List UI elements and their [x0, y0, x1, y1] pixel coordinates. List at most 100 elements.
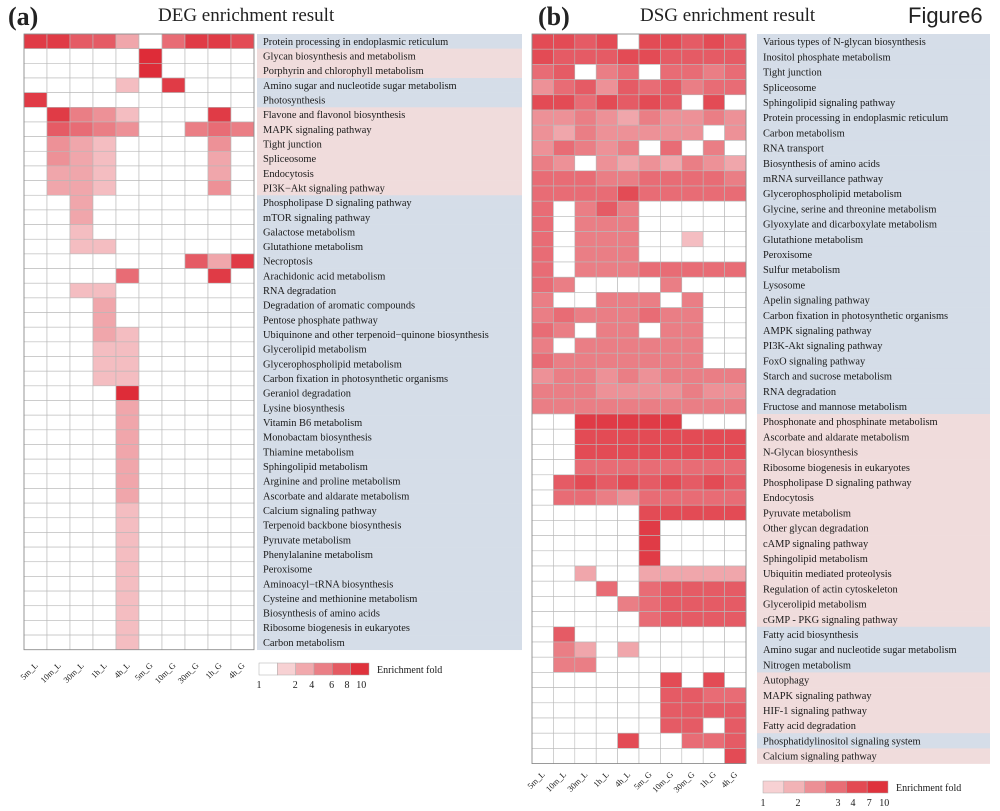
heatmap-cell	[69, 297, 94, 313]
heatmap-cell	[92, 517, 117, 533]
heatmap-cell	[161, 458, 186, 475]
heatmap-cell	[617, 337, 640, 354]
heatmap-cell	[92, 209, 117, 225]
pathway-label: Phospholipase D signaling pathway	[763, 478, 912, 489]
heatmap-cell	[69, 458, 94, 475]
pathway-label: Fructose and mannose metabolism	[763, 402, 907, 413]
heatmap-cell	[531, 383, 554, 400]
pathway-band	[757, 353, 990, 369]
pathway-label: Glyoxylate and dicarboxylate metabolism	[763, 220, 937, 231]
heatmap-cell	[161, 297, 186, 313]
heatmap-cell	[660, 216, 683, 232]
pathway-label: Carbon fixation in photosynthetic organi…	[763, 311, 948, 322]
heatmap-cell	[92, 620, 117, 636]
heatmap-cell	[574, 611, 597, 628]
heatmap-cell	[207, 488, 232, 504]
pathway-label: Endocytosis	[263, 169, 314, 180]
pathway-label: Protein processing in endoplasmic reticu…	[263, 37, 448, 48]
heatmap-cell	[115, 458, 140, 475]
heatmap-cell	[92, 590, 117, 607]
heatmap-cell	[92, 458, 117, 475]
heatmap-cell	[595, 64, 618, 80]
pathway-label: Degradation of aromatic compounds	[263, 301, 415, 312]
pathway-label: mTOR signaling pathway	[263, 213, 371, 224]
heatmap-cell	[681, 292, 704, 308]
column-label: 4h_G	[226, 660, 246, 680]
heatmap-cell	[207, 356, 232, 372]
pathway-band	[757, 307, 990, 324]
heatmap-cell	[681, 702, 704, 719]
heatmap-cell	[23, 473, 48, 489]
heatmap-cell	[531, 535, 554, 552]
heatmap-cell	[574, 504, 597, 521]
heatmap-cell	[69, 605, 94, 621]
heatmap-cell	[69, 63, 94, 79]
heatmap-cell	[553, 200, 576, 217]
heatmap-cell	[46, 238, 71, 255]
heatmap-cell	[660, 672, 683, 688]
heatmap-cell	[681, 246, 704, 263]
heatmap-cell	[69, 326, 94, 343]
heatmap-cell	[115, 253, 140, 269]
pathway-band	[757, 414, 990, 430]
heatmap-cell	[207, 605, 232, 621]
pathway-band	[757, 474, 990, 491]
heatmap-cell	[230, 312, 255, 328]
heatmap-cell	[207, 400, 232, 416]
pathway-band	[257, 283, 522, 299]
heatmap-cell	[638, 185, 661, 202]
heatmap-cell	[553, 428, 576, 445]
heatmap-cell	[681, 337, 704, 354]
heatmap-cell	[724, 352, 747, 369]
heatmap-cell	[161, 590, 186, 607]
heatmap-cell	[23, 224, 48, 240]
heatmap-cell	[207, 517, 232, 533]
heatmap-cell	[115, 576, 140, 592]
column-label: 30m_G	[176, 660, 201, 685]
heatmap-cell	[724, 109, 747, 126]
heatmap-cell	[92, 385, 117, 401]
pathway-label: Amino sugar and nucleotide sugar metabol…	[763, 645, 957, 656]
heatmap-cell	[161, 92, 186, 108]
heatmap-cell	[138, 63, 163, 79]
heatmap-cell	[702, 459, 725, 476]
heatmap-cell	[161, 546, 186, 563]
heatmap-cell	[702, 140, 725, 156]
heatmap-cell	[161, 620, 186, 636]
heatmap-cell	[69, 517, 94, 533]
heatmap-cell	[115, 605, 140, 621]
heatmap-cell	[660, 48, 683, 65]
heatmap-cell	[702, 276, 725, 293]
heatmap-cell	[184, 532, 209, 548]
heatmap-cell	[617, 520, 640, 536]
heatmap-cell	[595, 656, 618, 673]
heatmap-cell	[638, 717, 661, 734]
legend-tick: 8	[345, 680, 350, 691]
pathway-band	[257, 591, 522, 607]
pathway-label: Ubiquitin mediated proteolysis	[763, 569, 892, 580]
heatmap-cell	[702, 413, 725, 430]
legend-tick: 4	[851, 798, 856, 809]
heatmap-cell	[161, 282, 186, 299]
heatmap-cell	[638, 48, 661, 65]
heatmap-cell	[69, 136, 94, 152]
legend-swatch	[295, 662, 315, 676]
heatmap-cell	[617, 702, 640, 719]
heatmap-cell	[553, 322, 576, 339]
heatmap-cell	[574, 48, 597, 65]
heatmap-cell	[531, 368, 554, 384]
pathway-band	[757, 383, 990, 400]
heatmap-cell	[574, 748, 597, 764]
heatmap-cell	[638, 292, 661, 308]
heatmap-cell	[724, 474, 747, 491]
heatmap-cell	[161, 473, 186, 489]
pathway-band	[257, 180, 522, 196]
heatmap-cell	[595, 200, 618, 217]
heatmap-cell	[23, 63, 48, 79]
heatmap-cell	[702, 185, 725, 202]
heatmap-cell	[638, 626, 661, 643]
heatmap-cell	[553, 292, 576, 308]
pathway-band	[257, 561, 522, 577]
heatmap-cell	[702, 398, 725, 415]
legend: Enrichment fold 1 2 3 4 7 10	[761, 780, 961, 809]
